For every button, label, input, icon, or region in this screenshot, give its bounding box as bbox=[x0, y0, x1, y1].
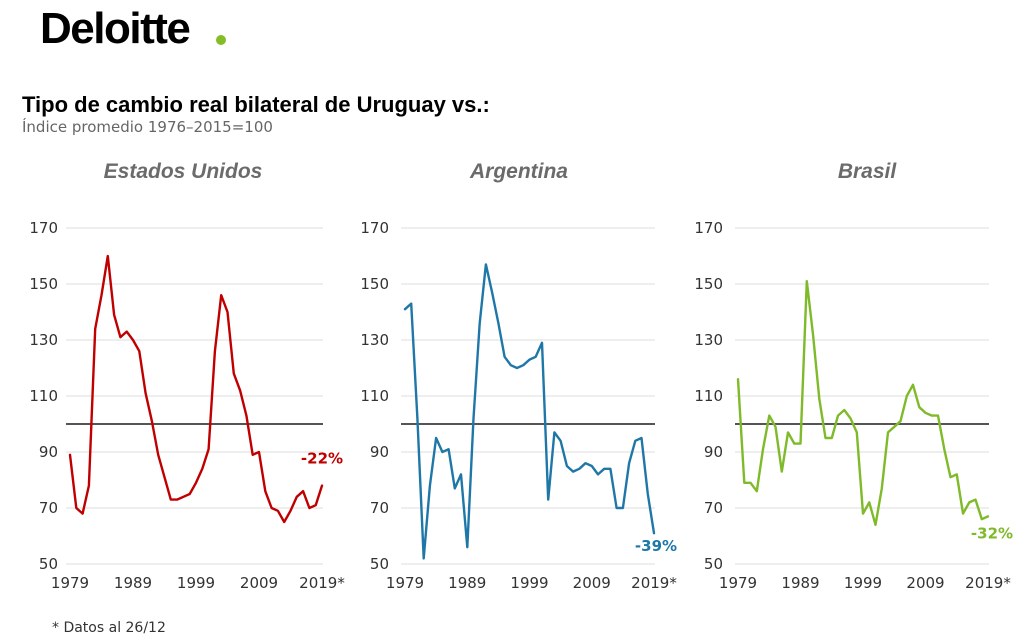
x-tick-label-brasil: 2009 bbox=[906, 574, 944, 592]
footnote: * Datos al 26/12 bbox=[52, 620, 166, 636]
y-tick-label-argentina: 110 bbox=[360, 387, 389, 405]
x-tick-label-estados-unidos: 1979 bbox=[51, 574, 89, 592]
deloitte-logo-dot bbox=[216, 35, 226, 45]
series-line-brasil bbox=[736, 280, 990, 526]
y-tick-label-argentina: 70 bbox=[370, 499, 389, 517]
x-tick-label-brasil: 2019* bbox=[965, 574, 1011, 592]
y-tick-label-estados-unidos: 70 bbox=[39, 499, 58, 517]
y-tick-label-brasil: 150 bbox=[694, 275, 723, 293]
y-tick-label-brasil: 110 bbox=[694, 387, 723, 405]
end-change-label-estados-unidos: -22% bbox=[301, 450, 343, 468]
y-tick-label-brasil: 130 bbox=[694, 331, 723, 349]
y-tick-label-argentina: 130 bbox=[360, 331, 389, 349]
y-tick-label-argentina: 170 bbox=[360, 219, 389, 237]
y-tick-label-brasil: 70 bbox=[704, 499, 723, 517]
y-tick-label-estados-unidos: 150 bbox=[29, 275, 58, 293]
y-tick-label-estados-unidos: 90 bbox=[39, 443, 58, 461]
series-line-estados-unidos bbox=[68, 254, 324, 524]
series-line-argentina bbox=[403, 263, 656, 560]
chart-subtitle: Índice promedio 1976–2015=100 bbox=[22, 118, 273, 136]
y-tick-label-estados-unidos: 50 bbox=[39, 555, 58, 573]
end-change-label-argentina: -39% bbox=[635, 537, 677, 555]
y-tick-label-estados-unidos: 170 bbox=[29, 219, 58, 237]
x-tick-label-argentina: 2009 bbox=[573, 574, 611, 592]
panel-title-argentina: Argentina bbox=[469, 160, 568, 183]
x-tick-label-brasil: 1989 bbox=[781, 574, 819, 592]
x-tick-label-estados-unidos: 1999 bbox=[177, 574, 215, 592]
y-tick-label-argentina: 150 bbox=[360, 275, 389, 293]
chart-title: Tipo de cambio real bilateral de Uruguay… bbox=[22, 92, 490, 117]
x-tick-label-argentina: 2019* bbox=[631, 574, 677, 592]
deloitte-logo: Deloitte bbox=[40, 4, 191, 53]
x-tick-label-brasil: 1999 bbox=[844, 574, 882, 592]
y-tick-label-argentina: 50 bbox=[370, 555, 389, 573]
panel-title-estados-unidos: Estados Unidos bbox=[103, 160, 263, 183]
x-tick-label-estados-unidos: 2009 bbox=[240, 574, 278, 592]
y-tick-label-brasil: 90 bbox=[704, 443, 723, 461]
y-tick-label-brasil: 50 bbox=[704, 555, 723, 573]
panel-title-brasil: Brasil bbox=[837, 160, 897, 183]
end-change-label-brasil: -32% bbox=[971, 524, 1013, 542]
y-tick-label-estados-unidos: 130 bbox=[29, 331, 58, 349]
y-tick-label-argentina: 90 bbox=[370, 443, 389, 461]
x-tick-label-estados-unidos: 2019* bbox=[299, 574, 345, 592]
x-tick-label-brasil: 1979 bbox=[719, 574, 757, 592]
x-tick-label-argentina: 1999 bbox=[510, 574, 548, 592]
y-tick-label-estados-unidos: 110 bbox=[29, 387, 58, 405]
x-tick-label-argentina: 1989 bbox=[448, 574, 486, 592]
y-tick-label-brasil: 170 bbox=[694, 219, 723, 237]
x-tick-label-argentina: 1979 bbox=[386, 574, 424, 592]
x-tick-label-estados-unidos: 1989 bbox=[114, 574, 152, 592]
